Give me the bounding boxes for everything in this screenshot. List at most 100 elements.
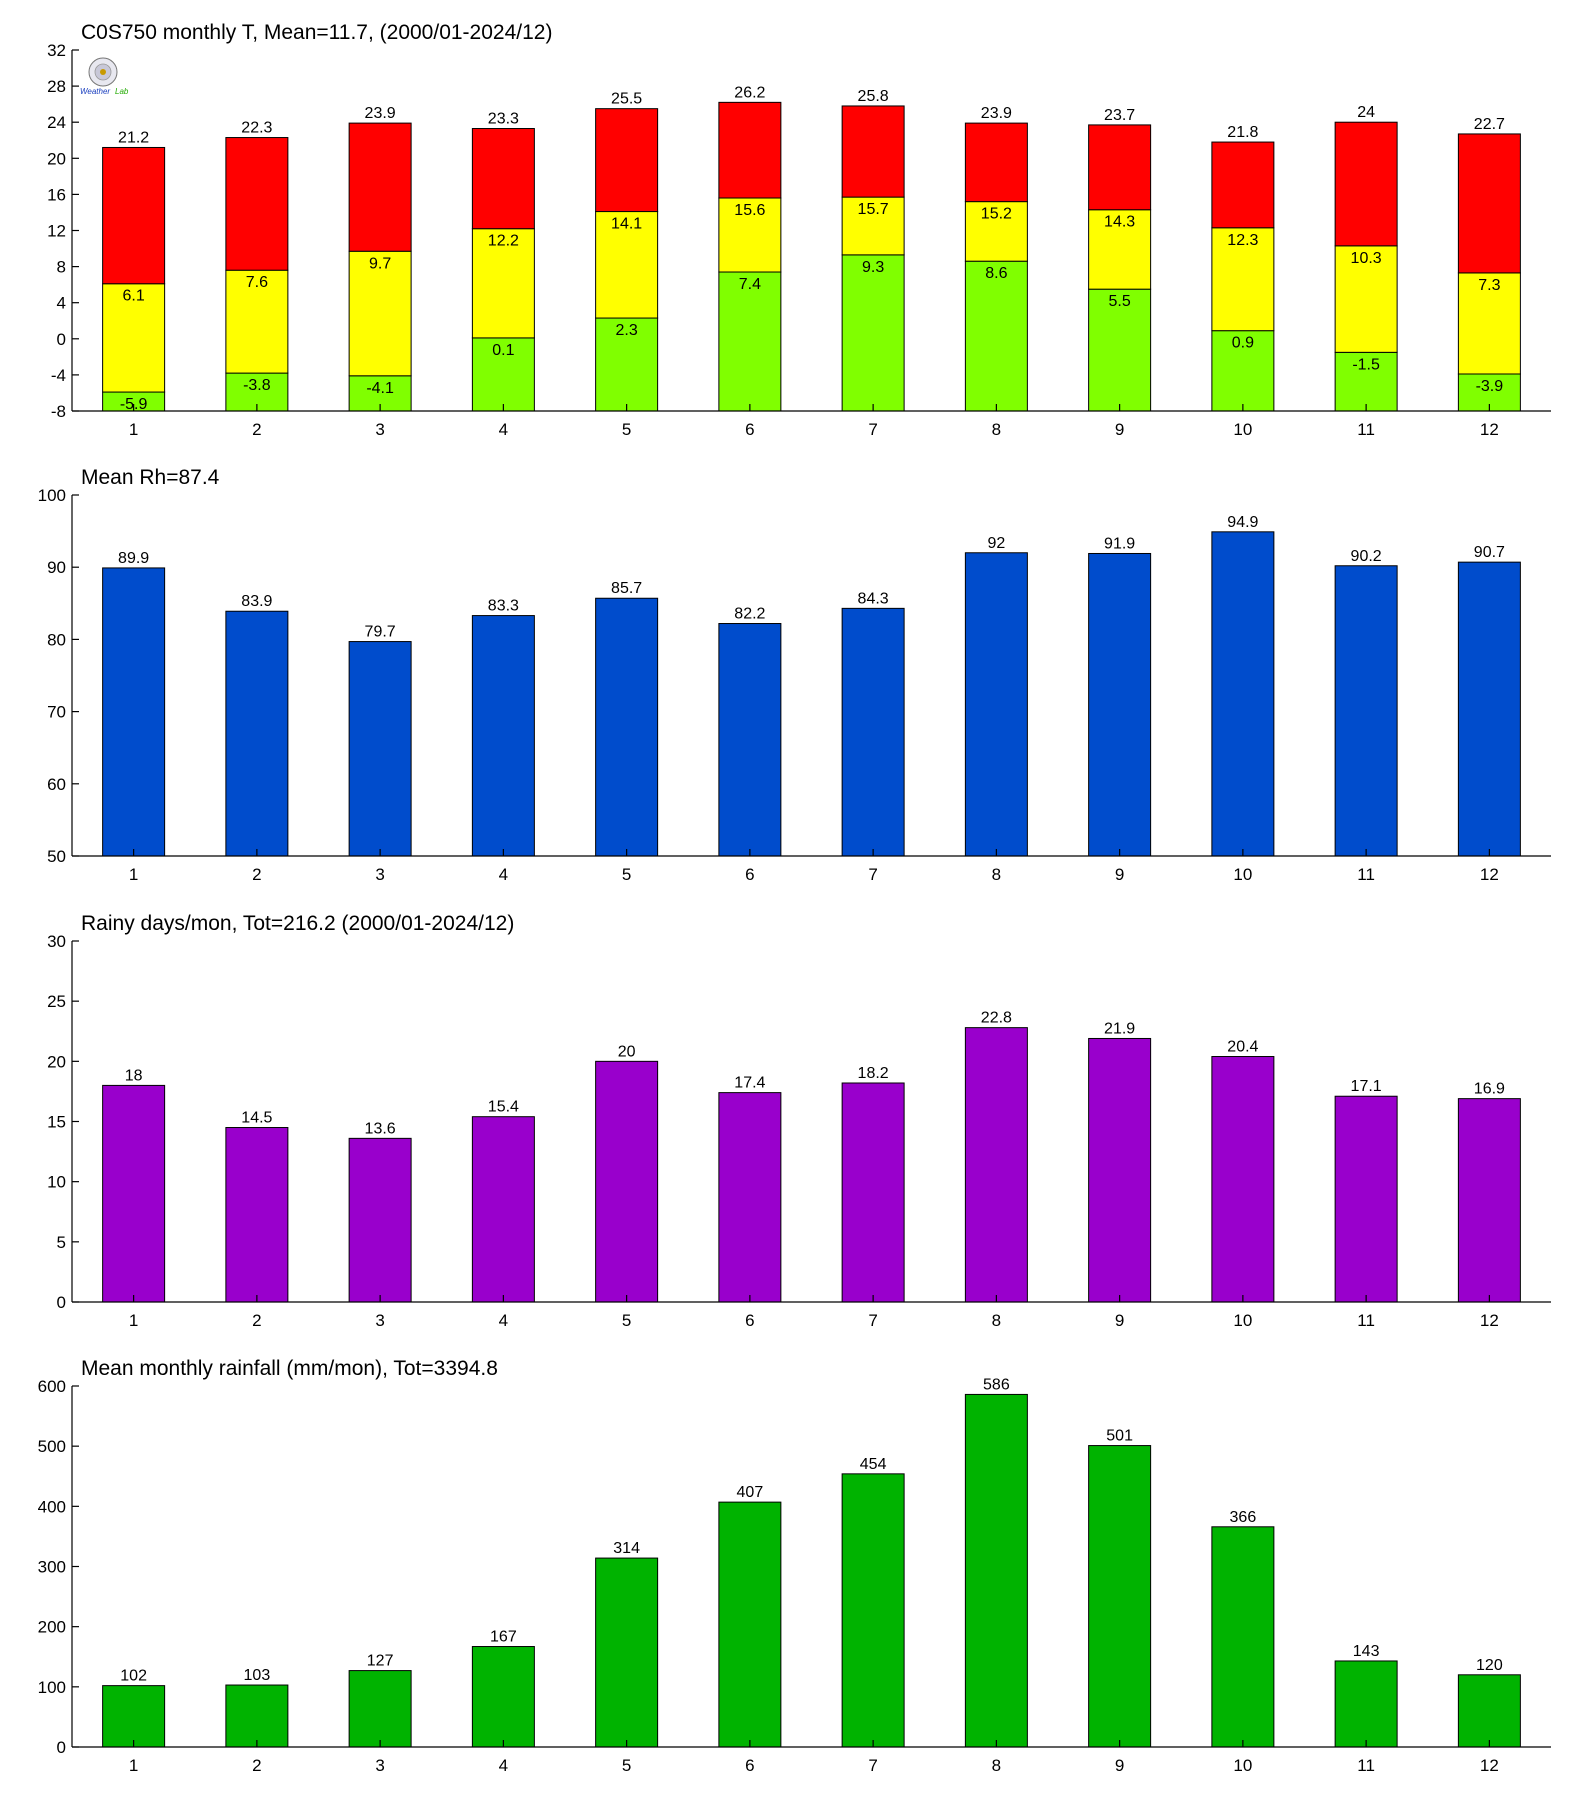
x-tick-label-9: 9 bbox=[1115, 420, 1124, 439]
x-tick-label-1: 1 bbox=[129, 1756, 138, 1775]
x-tick-label-3: 3 bbox=[375, 865, 384, 884]
bar-label-3: 79.7 bbox=[365, 624, 396, 641]
x-tick-label-5: 5 bbox=[622, 1311, 631, 1330]
bar-10 bbox=[1211, 1056, 1275, 1303]
x-tick-label-12: 12 bbox=[1480, 865, 1499, 884]
y-tick-label-2: 10 bbox=[47, 1173, 66, 1192]
label-min-9: 5.5 bbox=[1109, 293, 1131, 310]
label-mean-10: 12.3 bbox=[1227, 232, 1258, 249]
bar-min-10 bbox=[1211, 330, 1275, 412]
bar-1 bbox=[102, 567, 166, 857]
bar-label-1: 18 bbox=[125, 1067, 143, 1084]
bar-label-1: 102 bbox=[120, 1668, 147, 1685]
x-tick-label-10: 10 bbox=[1233, 1756, 1252, 1775]
bar-11 bbox=[1334, 565, 1398, 857]
bar-label-4: 83.3 bbox=[488, 598, 519, 615]
x-tick-label-2: 2 bbox=[252, 865, 261, 884]
bar-7 bbox=[841, 607, 905, 857]
y-tick-label-2: 0 bbox=[57, 330, 66, 349]
bar-label-5: 85.7 bbox=[611, 580, 642, 597]
bar-label-8: 92 bbox=[987, 535, 1005, 552]
y-tick-label-5: 500 bbox=[38, 1437, 66, 1456]
bar-label-7: 454 bbox=[860, 1456, 887, 1473]
bar-5 bbox=[595, 1557, 659, 1748]
x-tick-label-11: 11 bbox=[1357, 1756, 1375, 1775]
y-tick-label-9: 28 bbox=[47, 77, 66, 96]
x-tick-label-9: 9 bbox=[1115, 1311, 1124, 1330]
bar-max-12 bbox=[1457, 133, 1521, 274]
bar-max-11 bbox=[1334, 121, 1398, 247]
x-tick-label-11: 11 bbox=[1357, 1311, 1375, 1330]
bar-label-2: 14.5 bbox=[241, 1110, 272, 1127]
y-tick-label-4: 90 bbox=[47, 558, 66, 577]
y-tick-label-6: 16 bbox=[47, 185, 66, 204]
bar-label-11: 143 bbox=[1353, 1643, 1380, 1660]
bar-9 bbox=[1088, 1037, 1152, 1303]
label-min-3: -4.1 bbox=[366, 380, 394, 397]
bar-label-1: 89.9 bbox=[118, 550, 149, 567]
x-tick-label-5: 5 bbox=[622, 420, 631, 439]
y-tick-label-2: 200 bbox=[38, 1618, 66, 1637]
bar-5 bbox=[595, 597, 659, 857]
bar-11 bbox=[1334, 1095, 1398, 1303]
y-tick-label-4: 8 bbox=[57, 258, 66, 277]
x-tick-label-7: 7 bbox=[868, 1756, 877, 1775]
y-tick-label-3: 4 bbox=[57, 294, 66, 313]
y-tick-label-3: 15 bbox=[47, 1113, 66, 1132]
panel-1: 21.26.1-5.922.37.6-3.823.99.7-4.123.312.… bbox=[47, 21, 1551, 439]
label-min-5: 2.3 bbox=[616, 322, 638, 339]
bar-8 bbox=[964, 1393, 1028, 1748]
x-tick-label-4: 4 bbox=[499, 1311, 508, 1330]
y-tick-label-3: 300 bbox=[38, 1558, 66, 1577]
label-mean-3: 9.7 bbox=[369, 255, 391, 272]
y-tick-label-7: 20 bbox=[47, 149, 66, 168]
x-tick-label-2: 2 bbox=[252, 420, 261, 439]
bar-label-12: 16.9 bbox=[1474, 1081, 1505, 1098]
x-tick-label-9: 9 bbox=[1115, 865, 1124, 884]
x-tick-label-1: 1 bbox=[129, 865, 138, 884]
bar-mean-4 bbox=[471, 228, 535, 339]
label-mean-5: 14.1 bbox=[611, 216, 642, 233]
y-tick-label-1: -4 bbox=[51, 366, 66, 385]
y-tick-label-6: 30 bbox=[47, 932, 66, 951]
bar-label-6: 407 bbox=[737, 1484, 764, 1501]
bar-max-2 bbox=[225, 137, 289, 271]
label-max-3: 23.9 bbox=[365, 105, 396, 122]
label-mean-11: 10.3 bbox=[1351, 250, 1382, 267]
label-min-11: -1.5 bbox=[1352, 356, 1380, 373]
bar-label-8: 586 bbox=[983, 1376, 1010, 1393]
x-tick-label-7: 7 bbox=[868, 865, 877, 884]
y-tick-label-0: -8 bbox=[51, 402, 66, 421]
y-tick-label-4: 20 bbox=[47, 1052, 66, 1071]
y-tick-label-0: 50 bbox=[47, 847, 66, 866]
label-min-7: 9.3 bbox=[862, 259, 884, 276]
bar-mean-7 bbox=[841, 196, 905, 256]
y-tick-label-5: 12 bbox=[47, 222, 66, 241]
logo-text-lab: Lab bbox=[115, 87, 129, 96]
label-max-5: 25.5 bbox=[611, 91, 642, 108]
x-tick-label-1: 1 bbox=[129, 420, 138, 439]
bar-label-3: 13.6 bbox=[365, 1120, 396, 1137]
panel-3: 1814.513.615.42017.418.222.821.920.417.1… bbox=[47, 912, 1551, 1330]
bar-label-6: 17.4 bbox=[734, 1075, 765, 1092]
bar-max-7 bbox=[841, 105, 905, 198]
label-min-8: 8.6 bbox=[985, 265, 1007, 282]
x-tick-label-3: 3 bbox=[375, 1756, 384, 1775]
bar-3 bbox=[348, 641, 412, 857]
bar-11 bbox=[1334, 1660, 1398, 1748]
y-tick-label-5: 100 bbox=[38, 486, 66, 505]
bar-12 bbox=[1457, 1674, 1521, 1748]
bar-label-10: 94.9 bbox=[1227, 514, 1258, 531]
label-min-2: -3.8 bbox=[243, 377, 271, 394]
bar-4 bbox=[471, 615, 535, 857]
y-tick-label-6: 600 bbox=[38, 1377, 66, 1396]
x-tick-label-1: 1 bbox=[129, 1311, 138, 1330]
bar-max-4 bbox=[471, 128, 535, 230]
bar-mean-1 bbox=[102, 283, 166, 393]
bar-label-12: 90.7 bbox=[1474, 544, 1505, 561]
bar-1 bbox=[102, 1685, 166, 1748]
bar-6 bbox=[718, 1501, 782, 1748]
x-tick-label-3: 3 bbox=[375, 1311, 384, 1330]
x-tick-label-4: 4 bbox=[499, 420, 508, 439]
bar-label-7: 84.3 bbox=[858, 590, 889, 607]
